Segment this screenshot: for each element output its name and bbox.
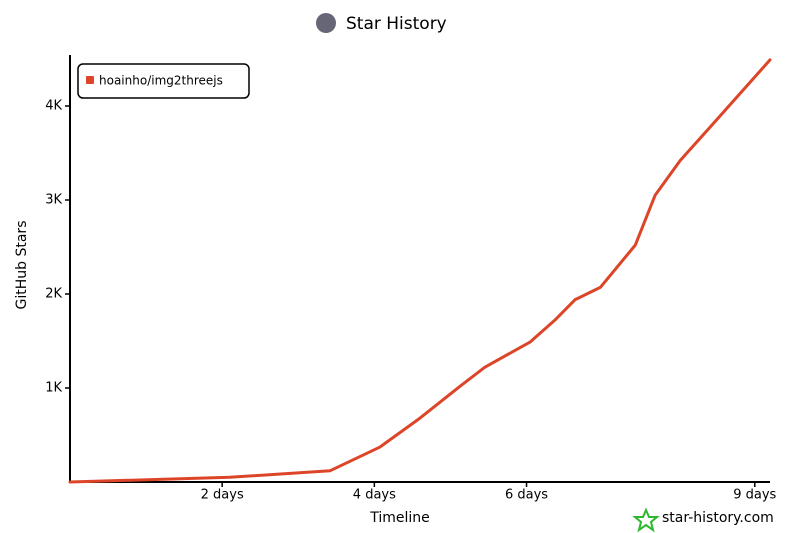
y-tick-label: 1K xyxy=(45,381,62,396)
chart-title: Star History xyxy=(346,14,447,34)
x-tick-label: 9 days xyxy=(733,488,776,503)
x-tick-label: 6 days xyxy=(505,488,548,503)
x-axis-label: Timeline xyxy=(369,510,430,526)
avatar xyxy=(316,13,336,33)
y-tick-label: 3K xyxy=(45,193,62,208)
y-tick-label: 2K xyxy=(45,287,62,302)
legend-swatch xyxy=(86,76,94,84)
y-tick-label: 4K xyxy=(45,99,62,114)
legend-label: hoainho/img2threejs xyxy=(99,74,223,88)
watermark: star-history.com xyxy=(662,510,774,526)
y-axis-label: GitHub Stars xyxy=(14,221,30,310)
x-tick-label: 2 days xyxy=(201,488,244,503)
legend-box xyxy=(77,63,250,99)
x-tick-label: 4 days xyxy=(353,488,396,503)
logo xyxy=(632,507,660,533)
line xyxy=(68,58,772,484)
